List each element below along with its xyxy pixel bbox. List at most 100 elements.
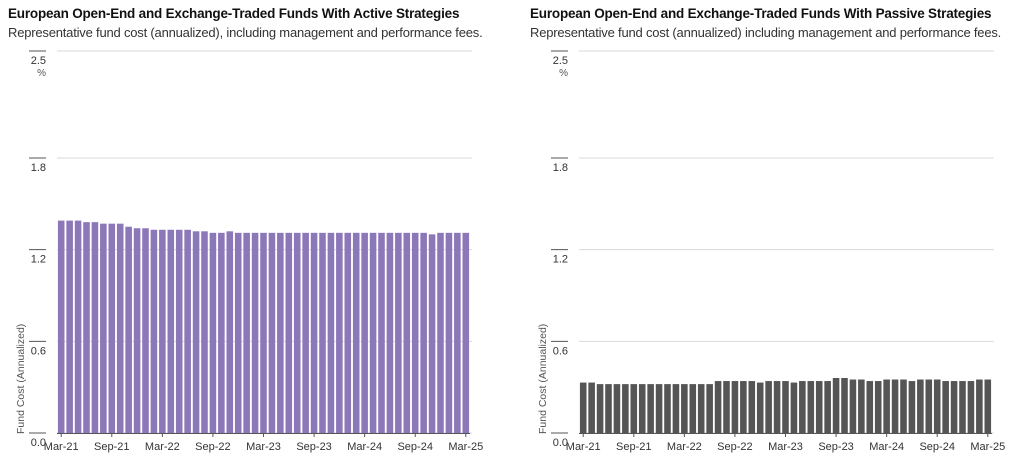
bar (782, 381, 789, 433)
bar (83, 222, 90, 433)
bar (454, 232, 461, 433)
bar (773, 381, 781, 433)
chart-panel-passive: European Open-End and Exchange-Traded Fu… (522, 0, 1024, 469)
bar (605, 384, 612, 433)
y-axis-title: Fund Cost (Annualized) (15, 324, 27, 434)
bar (420, 232, 427, 433)
bar (403, 232, 411, 433)
bar (647, 384, 654, 433)
bar (167, 229, 175, 433)
bar (866, 381, 874, 433)
bar (638, 384, 646, 433)
x-tick-label: Sep-22 (717, 441, 752, 453)
bar (622, 384, 629, 433)
bar (445, 232, 453, 433)
bar (807, 381, 815, 433)
bar (260, 232, 267, 433)
bar (613, 384, 621, 433)
bar (344, 232, 352, 433)
y-tick-label: 1.2 (553, 254, 568, 266)
bar (243, 232, 250, 433)
x-tick-label: Mar-25 (448, 441, 483, 453)
bar (192, 231, 200, 433)
bar (858, 379, 865, 433)
bar (184, 229, 191, 433)
bar (959, 381, 966, 433)
bar (799, 381, 806, 433)
bar (116, 223, 124, 433)
bar (925, 379, 933, 433)
bar (201, 231, 208, 433)
bar (302, 232, 309, 433)
bar (91, 222, 99, 433)
y-tick-label: 2.5 (553, 55, 568, 67)
bar (378, 232, 385, 433)
bar (815, 381, 823, 433)
bar (841, 377, 848, 433)
bar (706, 384, 713, 433)
bar (133, 228, 141, 433)
bar (369, 232, 377, 433)
y-tick-label: 1.8 (31, 162, 46, 174)
bar (268, 232, 276, 433)
chart-title: European Open-End and Exchange-Traded Fu… (8, 6, 460, 21)
bar (428, 234, 436, 433)
bar (437, 232, 444, 433)
bar (967, 381, 975, 433)
x-tick-label: Sep-24 (919, 441, 954, 453)
bar (950, 381, 958, 433)
bar (655, 384, 663, 433)
x-tick-label: Sep-23 (818, 441, 853, 453)
bar (57, 220, 65, 433)
chart-panel-active: European Open-End and Exchange-Traded Fu… (8, 6, 483, 453)
y-tick-label: 2.5 (31, 55, 46, 67)
bar (917, 379, 924, 433)
bar (933, 379, 941, 433)
bar (218, 232, 225, 433)
bar (984, 379, 992, 433)
x-tick-label: Mar-25 (970, 441, 1005, 453)
bar (697, 384, 705, 433)
y-tick-label: 0.0 (31, 437, 46, 449)
bar (142, 228, 149, 433)
bar (832, 377, 840, 433)
x-tick-label: Mar-24 (869, 441, 904, 453)
y-tick-label: 1.8 (553, 162, 568, 174)
bar (908, 381, 916, 433)
x-tick-label: Sep-21 (94, 441, 129, 453)
bar (765, 381, 772, 433)
bar (756, 382, 764, 433)
x-tick-label: Sep-22 (195, 441, 230, 453)
bar (900, 379, 907, 433)
bar (883, 379, 890, 433)
chart-title: European Open-End and Exchange-Traded Fu… (530, 6, 992, 21)
bar (361, 232, 368, 433)
bar (976, 379, 983, 433)
bar (395, 232, 402, 433)
bar (664, 384, 671, 433)
chart-subtitle: Representative fund cost (annualized) in… (530, 25, 1002, 40)
bar (74, 220, 82, 433)
bar (731, 381, 739, 433)
bar (293, 232, 301, 433)
x-tick-label: Mar-21 (44, 441, 79, 453)
x-tick-label: Mar-23 (768, 441, 803, 453)
bar (336, 232, 343, 433)
bar (462, 232, 470, 433)
bar (579, 382, 587, 433)
bar (596, 384, 604, 433)
x-tick-label: Mar-24 (347, 441, 382, 453)
y-axis-title: Fund Cost (Annualized) (537, 324, 549, 434)
bar (108, 223, 116, 433)
y-unit-label: % (37, 68, 46, 79)
bar (824, 381, 831, 433)
x-tick-label: Sep-24 (397, 441, 432, 453)
bar (234, 232, 242, 433)
bar (159, 229, 166, 433)
y-tick-label: 0.0 (553, 437, 568, 449)
bar (790, 382, 798, 433)
bar (175, 229, 183, 433)
bar (327, 232, 335, 433)
bar (748, 381, 756, 433)
bar (386, 232, 394, 433)
